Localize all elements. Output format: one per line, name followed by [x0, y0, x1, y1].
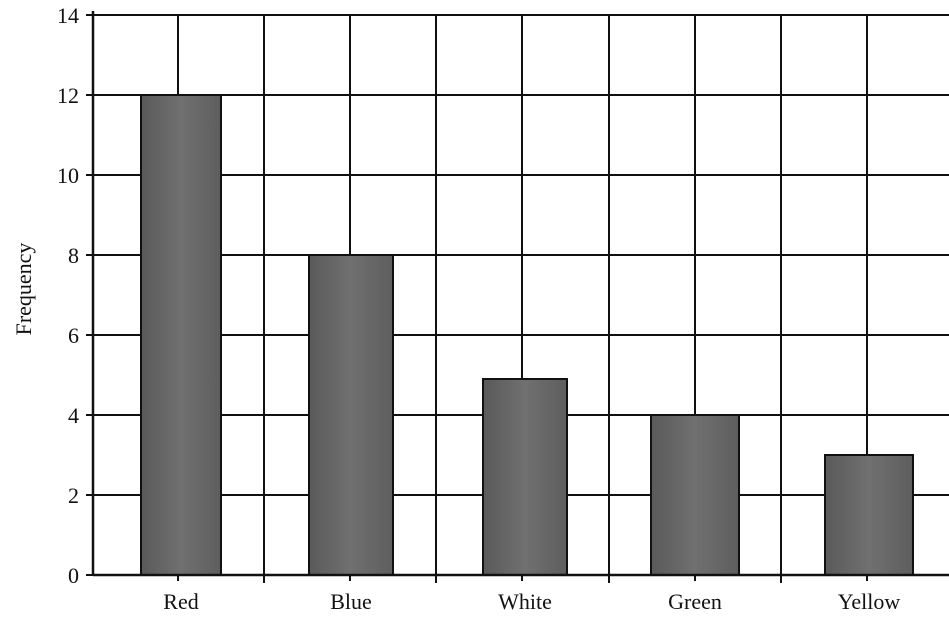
bars	[140, 94, 914, 576]
axes	[86, 11, 949, 583]
x-category-label: Blue	[330, 589, 372, 614]
y-tick-label: 6	[68, 323, 79, 348]
y-tick-label: 10	[57, 163, 79, 188]
bar-yellow	[824, 454, 914, 576]
bar-blue	[308, 254, 394, 576]
y-tick-label: 2	[68, 483, 79, 508]
x-category-label: Yellow	[838, 589, 901, 614]
y-tick-label: 0	[68, 563, 79, 588]
bar-white	[482, 378, 568, 576]
x-category-label: Green	[668, 589, 722, 614]
bar-red	[140, 94, 222, 576]
y-tick-label: 12	[57, 83, 79, 108]
x-category-label: Red	[163, 589, 198, 614]
labels: 0 2 4 6 8 10 12 14 Red Blue White Green Yellow	[57, 3, 900, 614]
y-tick-label: 8	[68, 243, 79, 268]
x-category-label: White	[498, 589, 552, 614]
bar-green	[650, 414, 740, 576]
y-tick-label: 4	[68, 403, 79, 428]
y-axis-title: Frequency	[11, 243, 36, 336]
y-tick-label: 14	[57, 3, 79, 28]
